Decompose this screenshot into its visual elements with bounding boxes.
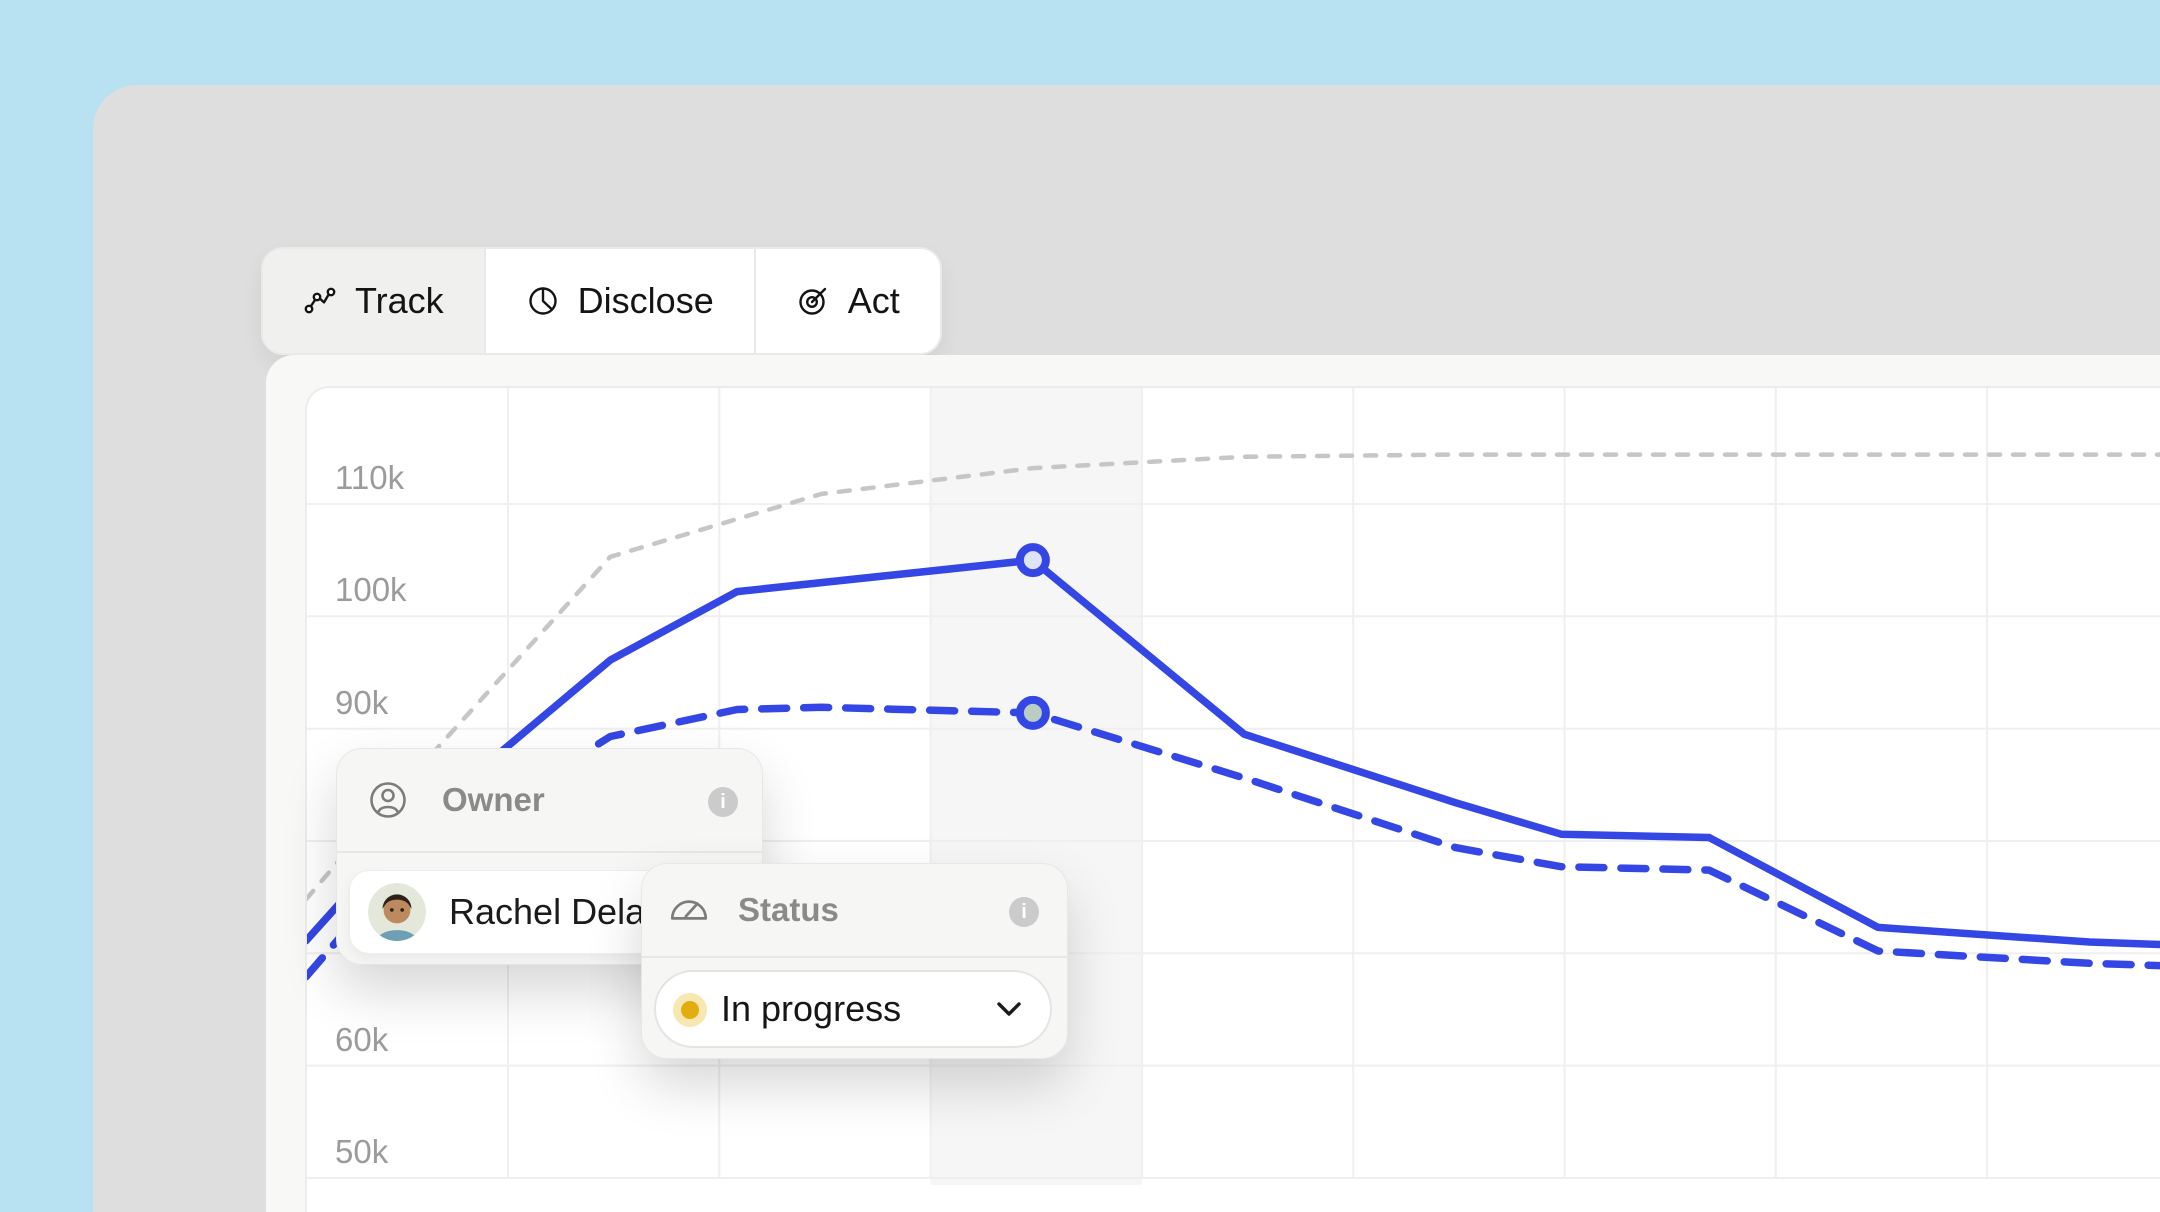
divider bbox=[642, 956, 1067, 958]
tab-separator bbox=[483, 249, 486, 353]
y-tick-label: 100k bbox=[335, 571, 407, 609]
plot-card[interactable]: 110k100k90k80k70k60k50k 2019202020212022… bbox=[305, 386, 2160, 1212]
info-icon[interactable]: i bbox=[708, 787, 738, 817]
owner-card-header: Owner i bbox=[337, 749, 762, 851]
chart-line-icon bbox=[304, 287, 336, 314]
owner-card-title: Owner bbox=[442, 781, 545, 818]
status-dropdown[interactable]: In progress bbox=[654, 970, 1052, 1048]
status-value: In progress bbox=[721, 988, 902, 1029]
x-tick-label: 2024 bbox=[1376, 1205, 1536, 1212]
y-tick-label: 110k bbox=[335, 459, 405, 496]
y-tick-label: 60k bbox=[335, 1020, 389, 1058]
y-tick-label: 90k bbox=[335, 683, 389, 721]
gauge-icon bbox=[670, 900, 708, 920]
tab-act[interactable]: Act bbox=[755, 249, 940, 353]
target-icon bbox=[799, 287, 826, 315]
x-tick-label: 2025 bbox=[1587, 1205, 1747, 1212]
tab-track[interactable]: Track bbox=[263, 249, 484, 353]
main-card: Track Disclose Act bbox=[93, 85, 2160, 1212]
x-tick-label: 2019 bbox=[319, 1205, 479, 1212]
status-dot-icon bbox=[673, 993, 707, 1027]
x-tick-label: 2022 bbox=[953, 1205, 1113, 1212]
status-card-header: Status i bbox=[642, 864, 1067, 956]
tab-label: Act bbox=[847, 280, 900, 321]
tab-label: Disclose bbox=[577, 280, 714, 321]
owner-name: Rachel Dela bbox=[449, 891, 646, 932]
status-card: Status i In progress bbox=[641, 863, 1068, 1059]
tab-disclose[interactable]: Disclose bbox=[485, 249, 754, 353]
pie-chart-icon bbox=[528, 287, 557, 315]
user-circle-icon bbox=[370, 782, 406, 818]
chevron-down-icon bbox=[997, 1002, 1021, 1016]
x-tick-label: 2027 bbox=[2009, 1205, 2160, 1212]
avatar bbox=[368, 883, 426, 941]
x-tick-label: 2026 bbox=[1798, 1205, 1958, 1212]
tab-label: Track bbox=[355, 280, 444, 321]
y-tick-label: 50k bbox=[335, 1132, 389, 1170]
x-tick-label: 2023 bbox=[1164, 1205, 1324, 1212]
tab-separator bbox=[753, 249, 756, 353]
x-tick-label: 2021 bbox=[742, 1205, 902, 1212]
info-icon[interactable]: i bbox=[1009, 897, 1039, 927]
status-card-title: Status bbox=[738, 891, 839, 928]
tab-bar: Track Disclose Act bbox=[261, 247, 942, 355]
divider bbox=[337, 851, 762, 853]
x-tick-label: 2020 bbox=[530, 1205, 690, 1212]
